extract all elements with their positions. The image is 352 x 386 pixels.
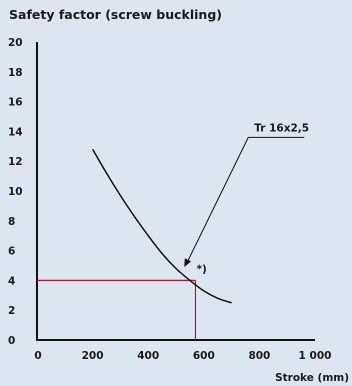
y-tick-labels: 0 2 4 6 8 10 12 14 16 18 20: [8, 37, 23, 347]
x-tick-label: 200: [82, 350, 104, 362]
chart-title: Safety factor (screw buckling): [9, 7, 222, 22]
y-tick-label: 18: [8, 67, 23, 79]
axes: [36, 42, 315, 341]
chart-labels: Stroke (mm) Tr 16x2,5 *): [196, 122, 349, 384]
marker-label: *): [196, 263, 206, 275]
y-tick-label: 12: [8, 156, 23, 168]
x-tick-label: 0: [34, 350, 41, 362]
x-axis-label: Stroke (mm): [275, 372, 349, 384]
x-tick-label: 400: [137, 350, 159, 362]
leader-line: [186, 137, 249, 263]
x-tick-label: 1 000: [299, 350, 332, 362]
series-line: [91, 148, 232, 304]
y-tick-label: 20: [8, 37, 23, 49]
x-tick-label: 800: [248, 350, 270, 362]
y-tick-label: 4: [8, 275, 15, 287]
leader-arrowhead: [184, 258, 192, 267]
y-tick-label: 8: [8, 216, 15, 228]
y-tick-label: 6: [8, 246, 15, 258]
y-tick-label: 16: [8, 97, 23, 109]
y-tick-label: 10: [8, 186, 23, 198]
y-tick-label: 14: [8, 126, 23, 138]
x-tick-label: 600: [193, 350, 215, 362]
x-tick-labels: 0 200 400 600 800 1 000: [34, 350, 331, 362]
y-tick-label: 0: [8, 335, 15, 347]
series-label: Tr 16x2,5: [254, 122, 309, 134]
y-tick-label: 2: [8, 305, 15, 317]
chart-marks: [37, 136, 305, 340]
